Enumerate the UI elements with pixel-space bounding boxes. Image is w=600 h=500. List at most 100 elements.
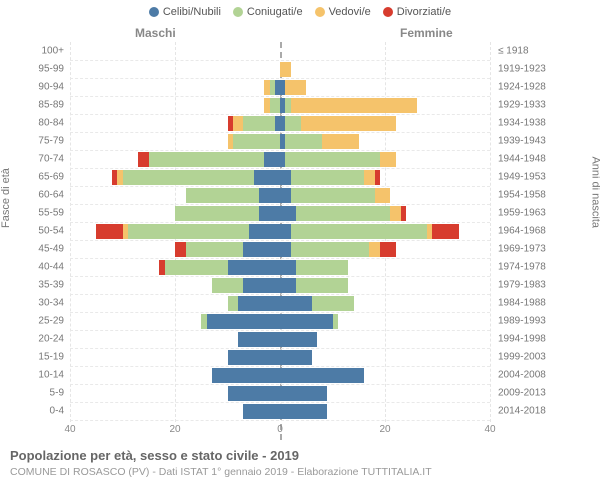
plot-area — [70, 42, 490, 440]
birth-label: 1984-1988 — [498, 298, 546, 309]
pyramid-row — [70, 332, 490, 347]
bar-seg-m — [249, 224, 281, 239]
pyramid-row — [70, 152, 490, 167]
birth-label: 2009-2013 — [498, 388, 546, 399]
bar-seg-m — [228, 350, 281, 365]
bar-seg-m — [138, 152, 149, 167]
legend-item: Coniugati/e — [233, 6, 303, 18]
birth-label: 2014-2018 — [498, 406, 546, 417]
bar-seg-f — [280, 296, 312, 311]
age-label: 40-44 — [38, 262, 64, 273]
chart-subtitle: COMUNE DI ROSASCO (PV) - Dati ISTAT 1° g… — [10, 466, 432, 478]
age-axis: 100+95-9990-9485-8980-8475-7970-7465-696… — [0, 42, 68, 440]
bar-seg-m — [228, 296, 239, 311]
bar-seg-m — [254, 170, 280, 185]
bar-seg-f — [285, 152, 380, 167]
x-tick: 40 — [64, 424, 75, 435]
age-label: 50-54 — [38, 226, 64, 237]
bar-seg-f — [285, 116, 301, 131]
bar-seg-f — [291, 224, 428, 239]
bar-seg-f — [375, 188, 391, 203]
bar-seg-f — [291, 188, 375, 203]
x-tick: 0 — [277, 424, 283, 435]
bar-seg-m — [243, 278, 280, 293]
birth-label: 1994-1998 — [498, 334, 546, 345]
bar-seg-f — [380, 242, 396, 257]
bar-seg-m — [238, 332, 280, 347]
bar-seg-m — [175, 242, 186, 257]
pyramid-row — [70, 206, 490, 221]
bar-seg-m — [259, 206, 280, 221]
pyramid-row — [70, 278, 490, 293]
pyramid-row — [70, 116, 490, 131]
pyramid-row — [70, 134, 490, 149]
age-label: 95-99 — [38, 64, 64, 75]
age-label: 85-89 — [38, 100, 64, 111]
x-tick: 20 — [169, 424, 180, 435]
bar-seg-f — [285, 80, 306, 95]
x-axis: 402002040 — [70, 424, 490, 440]
birth-label: 1969-1973 — [498, 244, 546, 255]
birth-label: ≤ 1918 — [498, 46, 529, 57]
birth-label: 1934-1938 — [498, 118, 546, 129]
age-label: 100+ — [41, 46, 64, 57]
bar-seg-m — [243, 116, 275, 131]
birth-label: 2004-2008 — [498, 370, 546, 381]
bar-seg-f — [280, 278, 296, 293]
x-tick: 40 — [484, 424, 495, 435]
bar-seg-m — [228, 386, 281, 401]
birth-label: 1974-1978 — [498, 262, 546, 273]
bar-seg-f — [291, 242, 370, 257]
bar-seg-f — [364, 170, 375, 185]
birth-label: 1954-1958 — [498, 190, 546, 201]
bar-seg-m — [228, 260, 281, 275]
bar-seg-f — [280, 188, 291, 203]
bar-seg-m — [149, 152, 265, 167]
bar-seg-f — [312, 296, 354, 311]
bar-seg-m — [228, 134, 233, 149]
bar-seg-f — [296, 278, 349, 293]
bar-seg-m — [186, 188, 260, 203]
bar-seg-f — [280, 350, 312, 365]
pyramid-row — [70, 170, 490, 185]
age-label: 25-29 — [38, 316, 64, 327]
age-label: 5-9 — [50, 388, 64, 399]
bar-seg-f — [280, 332, 317, 347]
age-label: 55-59 — [38, 208, 64, 219]
bar-seg-m — [259, 188, 280, 203]
bar-seg-m — [228, 116, 233, 131]
birth-label: 1989-1993 — [498, 316, 546, 327]
birth-label: 1919-1923 — [498, 64, 546, 75]
pyramid-row — [70, 44, 490, 59]
age-label: 20-24 — [38, 334, 64, 345]
birth-axis: ≤ 19181919-19231924-19281929-19331934-19… — [494, 42, 596, 440]
bar-seg-m — [96, 224, 122, 239]
bar-seg-f — [280, 242, 291, 257]
birth-label: 1949-1953 — [498, 172, 546, 183]
bar-seg-m — [175, 206, 259, 221]
age-label: 75-79 — [38, 136, 64, 147]
age-label: 35-39 — [38, 280, 64, 291]
pyramid-row — [70, 260, 490, 275]
age-label: 60-64 — [38, 190, 64, 201]
pyramid-row — [70, 314, 490, 329]
pyramid-row — [70, 404, 490, 419]
bar-seg-f — [291, 98, 417, 113]
population-pyramid-chart: Celibi/NubiliConiugati/eVedovi/eDivorzia… — [0, 0, 600, 500]
bar-seg-f — [280, 224, 291, 239]
legend-item: Celibi/Nubili — [149, 6, 221, 18]
birth-label: 1944-1948 — [498, 154, 546, 165]
bar-seg-m — [123, 224, 128, 239]
bar-seg-m — [159, 260, 164, 275]
bar-seg-f — [401, 206, 406, 221]
age-label: 80-84 — [38, 118, 64, 129]
birth-label: 1964-1968 — [498, 226, 546, 237]
age-label: 70-74 — [38, 154, 64, 165]
legend-item: Divorziati/e — [383, 6, 451, 18]
bar-seg-m — [212, 368, 280, 383]
bar-seg-m — [264, 98, 269, 113]
chart-title: Popolazione per età, sesso e stato civil… — [10, 448, 299, 463]
bar-seg-f — [280, 404, 327, 419]
bar-seg-m — [186, 242, 244, 257]
bar-seg-f — [280, 314, 333, 329]
